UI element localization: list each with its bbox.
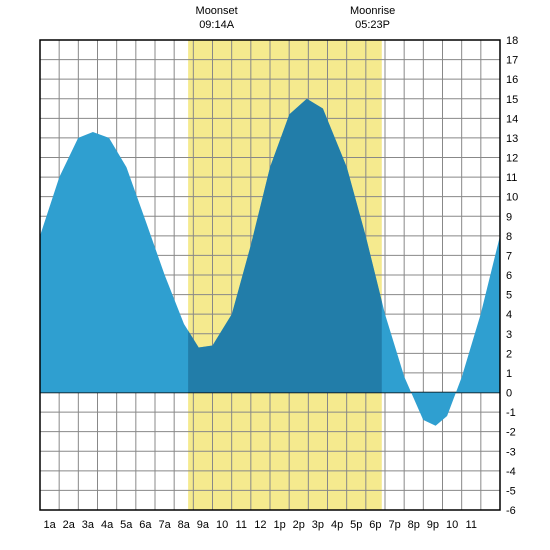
y-tick-label: 13: [506, 133, 518, 145]
y-tick-label: -2: [506, 427, 516, 439]
y-tick-label: -4: [506, 466, 516, 478]
y-tick-label: 0: [506, 388, 512, 400]
x-tick-label: 9a: [197, 519, 210, 531]
x-tick-label: 6a: [139, 519, 152, 531]
y-tick-label: 7: [506, 250, 512, 262]
x-tick-label: 12: [254, 519, 266, 531]
x-tick-label: 8a: [178, 519, 191, 531]
moonset-time: 09:14A: [199, 19, 235, 31]
y-tick-label: 10: [506, 192, 518, 204]
y-tick-label: 15: [506, 94, 518, 106]
x-tick-label: 3p: [312, 519, 324, 531]
x-tick-label: 2p: [293, 519, 305, 531]
x-tick-label: 4p: [331, 519, 343, 531]
x-tick-label: 1a: [43, 519, 56, 531]
x-tick-label: 4a: [101, 519, 114, 531]
y-tick-label: 9: [506, 211, 512, 223]
moonrise-time: 05:23P: [355, 19, 390, 31]
x-tick-label: 11: [236, 519, 247, 531]
y-tick-label: 16: [506, 74, 518, 86]
y-tick-label: -5: [506, 485, 516, 497]
y-tick-label: 1: [506, 368, 512, 380]
y-tick-label: 17: [506, 55, 518, 67]
x-tick-label: 6p: [369, 519, 381, 531]
x-tick-label: 7p: [388, 519, 400, 531]
x-tick-label: 5p: [350, 519, 362, 531]
x-tick-label: 2a: [63, 519, 76, 531]
x-tick-label: 9p: [427, 519, 439, 531]
y-tick-label: -6: [506, 505, 516, 517]
moonset-title: Moonset: [196, 5, 238, 17]
x-tick-label: 1p: [273, 519, 285, 531]
x-tick-label: 8p: [408, 519, 420, 531]
y-tick-label: 8: [506, 231, 512, 243]
y-tick-label: 2: [506, 348, 512, 360]
x-tick-label: 11: [466, 519, 477, 531]
y-tick-label: 14: [506, 113, 518, 125]
chart-svg: -6-5-4-3-2-10123456789101112131415161718…: [0, 0, 550, 550]
y-tick-label: 3: [506, 329, 512, 341]
y-tick-label: 12: [506, 153, 518, 165]
y-tick-label: 6: [506, 270, 512, 282]
x-tick-label: 10: [446, 519, 458, 531]
moonrise-title: Moonrise: [350, 5, 395, 17]
tide-chart: -6-5-4-3-2-10123456789101112131415161718…: [0, 0, 550, 550]
y-tick-label: -3: [506, 446, 516, 458]
x-tick-label: 3a: [82, 519, 95, 531]
y-tick-label: 5: [506, 290, 512, 302]
x-tick-label: 10: [216, 519, 228, 531]
x-tick-label: 5a: [120, 519, 133, 531]
y-tick-label: 18: [506, 35, 518, 47]
x-tick-label: 7a: [158, 519, 171, 531]
y-tick-label: 11: [506, 172, 517, 184]
y-tick-label: -1: [506, 407, 516, 419]
y-tick-label: 4: [506, 309, 512, 321]
